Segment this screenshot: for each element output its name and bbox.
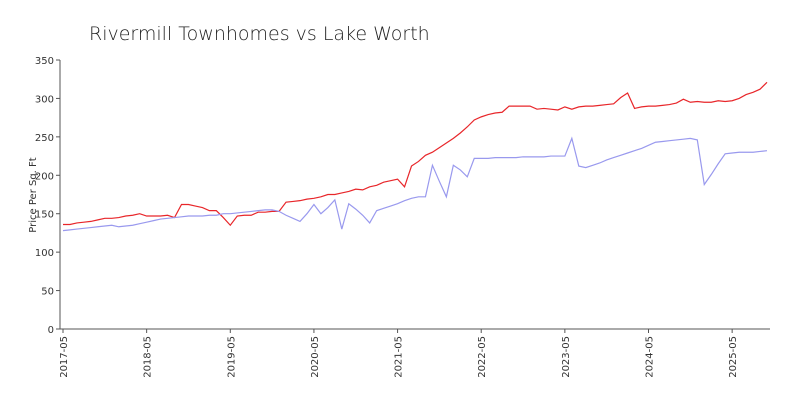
x-tick-label: 2017-05 bbox=[59, 336, 70, 378]
y-tick-label: 200 bbox=[35, 171, 54, 182]
y-tick-label: 250 bbox=[35, 133, 54, 144]
y-tick-label: 100 bbox=[35, 248, 54, 259]
data-line bbox=[63, 81, 768, 227]
y-tick-label: 0 bbox=[48, 325, 54, 336]
x-tick-label: 2021-05 bbox=[394, 336, 405, 378]
x-tick-label: 2025-05 bbox=[728, 336, 739, 378]
x-tick-label: 2018-05 bbox=[143, 336, 154, 378]
x-tick-label: 2019-05 bbox=[226, 336, 237, 378]
data-line bbox=[62, 136, 768, 232]
x-tick-label: 2023-05 bbox=[561, 336, 572, 378]
x-tick-label: 2020-05 bbox=[310, 336, 321, 378]
y-tick-label: 300 bbox=[35, 94, 54, 105]
y-tick-label: 150 bbox=[35, 210, 54, 221]
x-tick-label: 2022-05 bbox=[477, 336, 488, 378]
x-tick-label: 2024-05 bbox=[645, 336, 656, 378]
y-tick-label: 50 bbox=[41, 287, 54, 298]
chart-title: Rivermill Townhomes vs Lake Worth bbox=[89, 23, 430, 45]
y-axis-label: Price Per Sq. Ft bbox=[28, 157, 39, 232]
y-tick-label: 350 bbox=[35, 56, 54, 67]
